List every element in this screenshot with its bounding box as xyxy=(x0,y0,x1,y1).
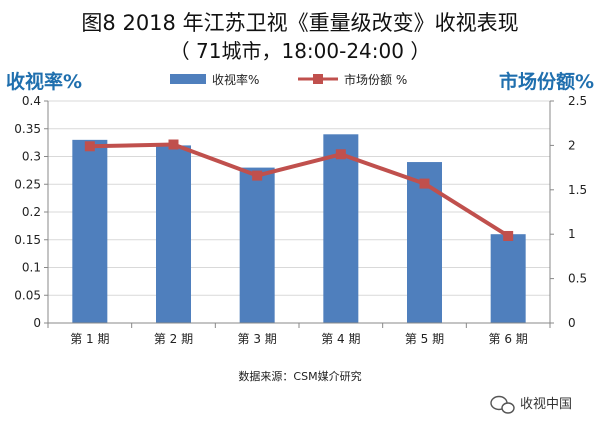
left-tick-label: 0.05 xyxy=(14,288,41,302)
share-point xyxy=(335,149,346,160)
bar xyxy=(490,234,526,323)
bar xyxy=(156,145,191,323)
category-label: 第 4 期 xyxy=(321,332,360,346)
category-label: 第 1 期 xyxy=(70,332,109,346)
right-axis-ticks: 0 0.5 1 1.5 2 2.5 xyxy=(550,94,587,330)
share-point xyxy=(84,141,95,152)
right-tick-label: 2 xyxy=(568,138,576,152)
left-tick-label: 0 xyxy=(33,316,41,330)
legend-bar-swatch xyxy=(170,74,206,84)
share-point xyxy=(168,139,179,150)
category-label: 第 2 期 xyxy=(154,332,193,346)
chart-title-line2: （ 71城市，18:00-24:00 ） xyxy=(170,39,431,63)
left-tick-label: 0.4 xyxy=(22,94,41,108)
right-tick-label: 0.5 xyxy=(568,272,587,286)
left-axis-title: 收视率% xyxy=(6,70,82,93)
category-label: 第 6 期 xyxy=(489,332,528,346)
chart-title-line1: 图8 2018 年江苏卫视《重量级改变》收视表现 xyxy=(81,11,518,35)
category-labels: 第 1 期 第 2 期 第 3 期 第 4 期 第 5 期 第 6 期 xyxy=(70,332,528,346)
left-axis-ticks: 0 0.05 0.1 0.15 0.2 0.25 0.3 0.35 0.4 xyxy=(14,94,48,330)
gridlines xyxy=(48,100,550,296)
legend: 收视率% 市场份额 % xyxy=(170,72,407,87)
share-point xyxy=(419,178,430,189)
category-label: 第 5 期 xyxy=(405,332,444,346)
bar xyxy=(72,139,108,323)
right-axis-title: 市场份额% xyxy=(499,70,594,93)
bar xyxy=(239,167,275,323)
bar-series xyxy=(72,134,526,323)
share-line xyxy=(89,142,510,238)
watermark: 收视中国 xyxy=(490,395,572,414)
right-tick-label: 0 xyxy=(568,316,576,330)
left-tick-label: 0.25 xyxy=(14,177,41,191)
left-tick-label: 0.2 xyxy=(22,205,41,219)
share-point xyxy=(503,230,514,241)
left-tick-label: 0.15 xyxy=(14,233,41,247)
category-label: 第 3 期 xyxy=(238,332,277,346)
left-tick-label: 0.3 xyxy=(22,150,41,164)
source-note: 数据来源：CSM媒介研究 xyxy=(238,369,361,383)
legend-line-marker xyxy=(313,74,323,84)
left-tick-label: 0.1 xyxy=(22,261,41,275)
wechat-icon xyxy=(490,395,515,414)
right-tick-label: 1 xyxy=(568,227,576,241)
line-series xyxy=(84,139,514,241)
bar xyxy=(323,134,359,323)
right-tick-label: 1.5 xyxy=(568,183,587,197)
left-tick-label: 0.35 xyxy=(14,122,41,136)
legend-line-label: 市场份额 % xyxy=(344,72,407,87)
watermark-text: 收视中国 xyxy=(520,397,572,412)
legend-bar-label: 收视率% xyxy=(212,72,259,87)
share-point xyxy=(252,170,263,181)
right-tick-label: 2.5 xyxy=(568,94,587,108)
